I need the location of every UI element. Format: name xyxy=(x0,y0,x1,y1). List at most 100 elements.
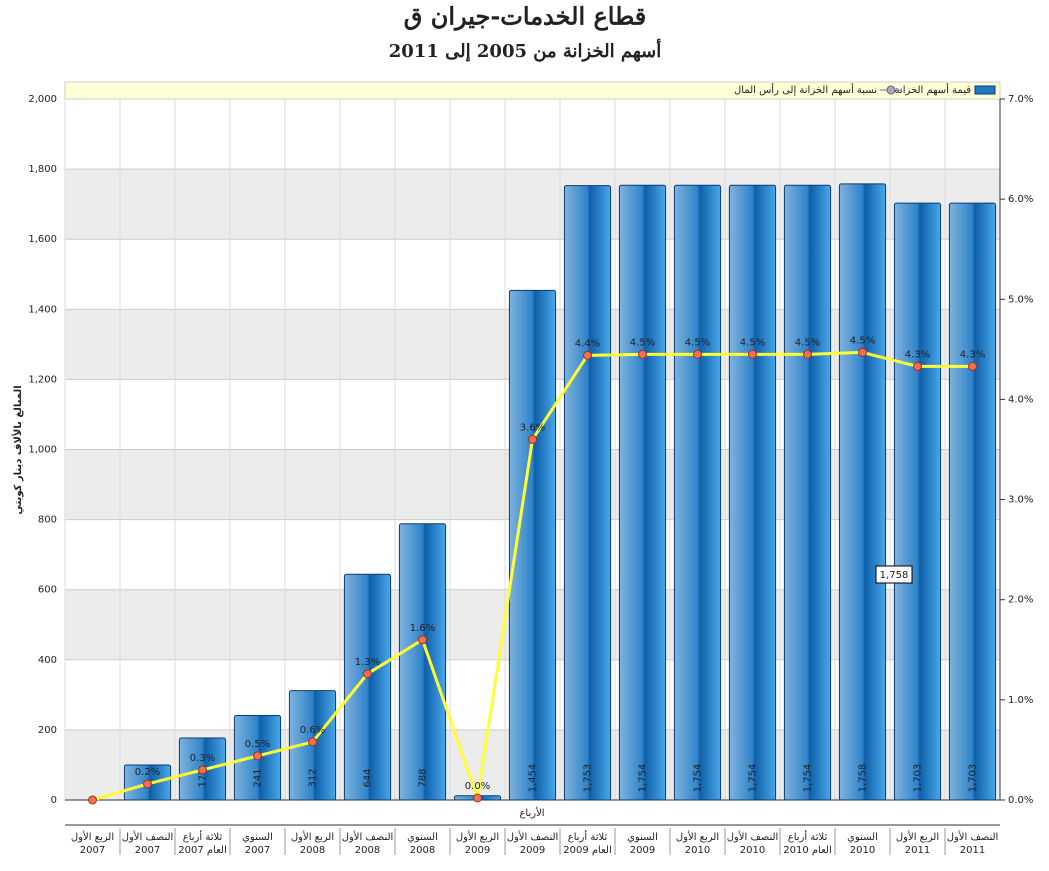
line-point xyxy=(198,765,207,775)
y-tick-label: 1,400 xyxy=(28,304,57,315)
bar xyxy=(563,185,612,801)
bar-value-label: 1,703 xyxy=(968,764,979,793)
y-tick-label: 200 xyxy=(38,725,57,736)
x-axis-label: الأرباع xyxy=(519,806,544,819)
x-tick-label: 2011 xyxy=(905,845,930,856)
line-point xyxy=(803,349,812,359)
bar xyxy=(948,202,997,801)
x-tick-label: السنوي xyxy=(242,832,273,843)
line-point xyxy=(253,751,262,761)
y-tick-label: 1,200 xyxy=(28,374,57,385)
bar-value-label: 1,454 xyxy=(528,764,539,793)
line-point xyxy=(308,737,317,747)
bar-value-label: 1,753 xyxy=(583,764,594,793)
bar xyxy=(838,183,887,801)
y-tick-label: 1,800 xyxy=(28,164,57,175)
bar-value-label: 1,754 xyxy=(638,764,649,793)
point-value-label: 4.5% xyxy=(850,335,875,346)
y-tick-label: 400 xyxy=(38,655,57,666)
bar xyxy=(673,184,722,801)
point-value-label: 3.6% xyxy=(520,422,545,433)
x-tick-label: 2010 xyxy=(685,845,710,856)
y-tick-label: 1,600 xyxy=(28,234,57,245)
x-tick-label: 2007 xyxy=(80,845,105,856)
bar-value-label: 1,703 xyxy=(913,764,924,793)
bar xyxy=(508,289,557,801)
y-tick-label: 0 xyxy=(51,795,57,806)
legend-marker xyxy=(886,85,896,95)
x-tick-label: ثلاثة أرباع xyxy=(568,830,608,843)
bar xyxy=(783,184,832,801)
x-tick-label: 2010 xyxy=(740,845,765,856)
line-point xyxy=(748,349,757,359)
point-value-label: 4.5% xyxy=(740,337,765,348)
x-tick-label: 2008 xyxy=(410,845,435,856)
point-value-label: 4.4% xyxy=(575,338,600,349)
bar xyxy=(398,523,447,801)
bar-value-label: 241 xyxy=(253,768,264,787)
legend-label: نسبة أسهم الخزانة إلى رأس المال xyxy=(734,83,877,96)
x-tick-label: الربع الأول xyxy=(676,830,719,843)
point-value-label: 4.5% xyxy=(685,337,710,348)
point-value-label: 4.3% xyxy=(905,349,930,360)
x-tick-label: النصف الأول xyxy=(122,830,174,843)
bar-value-label: 1,754 xyxy=(693,764,704,793)
bar xyxy=(618,184,667,801)
point-value-label: 0.0% xyxy=(465,781,490,792)
tooltip-text: 1,758 xyxy=(880,570,909,581)
x-tick-label: الربع الأول xyxy=(71,830,114,843)
bar-value-label: 788 xyxy=(418,768,429,787)
line-point xyxy=(88,795,97,805)
y-axis-label: المبالغ بالألاف دينار كويتي xyxy=(11,385,24,514)
bar xyxy=(893,202,942,801)
point-value-label: 1.3% xyxy=(355,657,380,668)
y2-tick-label: 2.0% xyxy=(1008,595,1033,606)
legend-label: قيمة أسهم الخزانة xyxy=(895,83,972,96)
bar-value-label: 1,754 xyxy=(748,764,759,793)
y2-tick-label: 7.0% xyxy=(1008,94,1033,105)
chart-title: قطاع الخدمات-جيران ق xyxy=(404,2,647,32)
point-value-label: 0.6% xyxy=(300,725,325,736)
y2-tick-label: 0.0% xyxy=(1008,795,1033,806)
chart-subtitle: أسهم الخزانة من 2005 إلى 2011 xyxy=(389,39,661,62)
x-tick-label: السنوي xyxy=(847,832,878,843)
x-tick-label: الربع الأول xyxy=(456,830,499,843)
x-tick-label: الربع الأول xyxy=(896,830,939,843)
x-tick-label: 2009 xyxy=(465,845,490,856)
bar-value-label: 177 xyxy=(198,768,209,787)
y2-tick-label: 4.0% xyxy=(1008,394,1033,405)
x-tick-label: 2007 xyxy=(245,845,270,856)
x-tick-label: ثلاثة أرباع xyxy=(183,830,223,843)
bar-value-label: 312 xyxy=(308,768,319,787)
x-tick-label: العام 2009 xyxy=(563,845,612,856)
bar-value-label: 1,754 xyxy=(803,764,814,793)
x-tick-label: العام 2007 xyxy=(178,845,227,856)
line-point xyxy=(638,349,647,359)
x-tick-label: الربع الأول xyxy=(291,830,334,843)
line-point xyxy=(528,434,537,444)
line-point xyxy=(583,350,592,360)
point-value-label: 0.3% xyxy=(190,753,215,764)
y2-tick-label: 6.0% xyxy=(1008,194,1033,205)
line-point xyxy=(913,361,922,371)
y-tick-label: 1,000 xyxy=(28,445,57,456)
x-tick-label: العام 2010 xyxy=(783,845,832,856)
line-point xyxy=(858,347,867,357)
y-tick-label: 800 xyxy=(38,515,57,526)
line-point xyxy=(968,361,977,371)
legend-swatch xyxy=(974,85,996,95)
bar xyxy=(728,184,777,801)
x-tick-label: النصف الأول xyxy=(947,830,999,843)
tooltip-box xyxy=(875,565,913,584)
y2-tick-label: 1.0% xyxy=(1008,695,1033,706)
point-value-label: 4.5% xyxy=(795,337,820,348)
x-tick-label: ثلاثة أرباع xyxy=(788,830,828,843)
y2-tick-label: 3.0% xyxy=(1008,495,1033,506)
point-value-label: 0.5% xyxy=(245,739,270,750)
x-tick-label: 2008 xyxy=(355,845,380,856)
y2-tick-label: 5.0% xyxy=(1008,294,1033,305)
line-point xyxy=(693,349,702,359)
point-value-label: 0.2% xyxy=(135,767,160,778)
x-tick-label: النصف الأول xyxy=(727,830,779,843)
